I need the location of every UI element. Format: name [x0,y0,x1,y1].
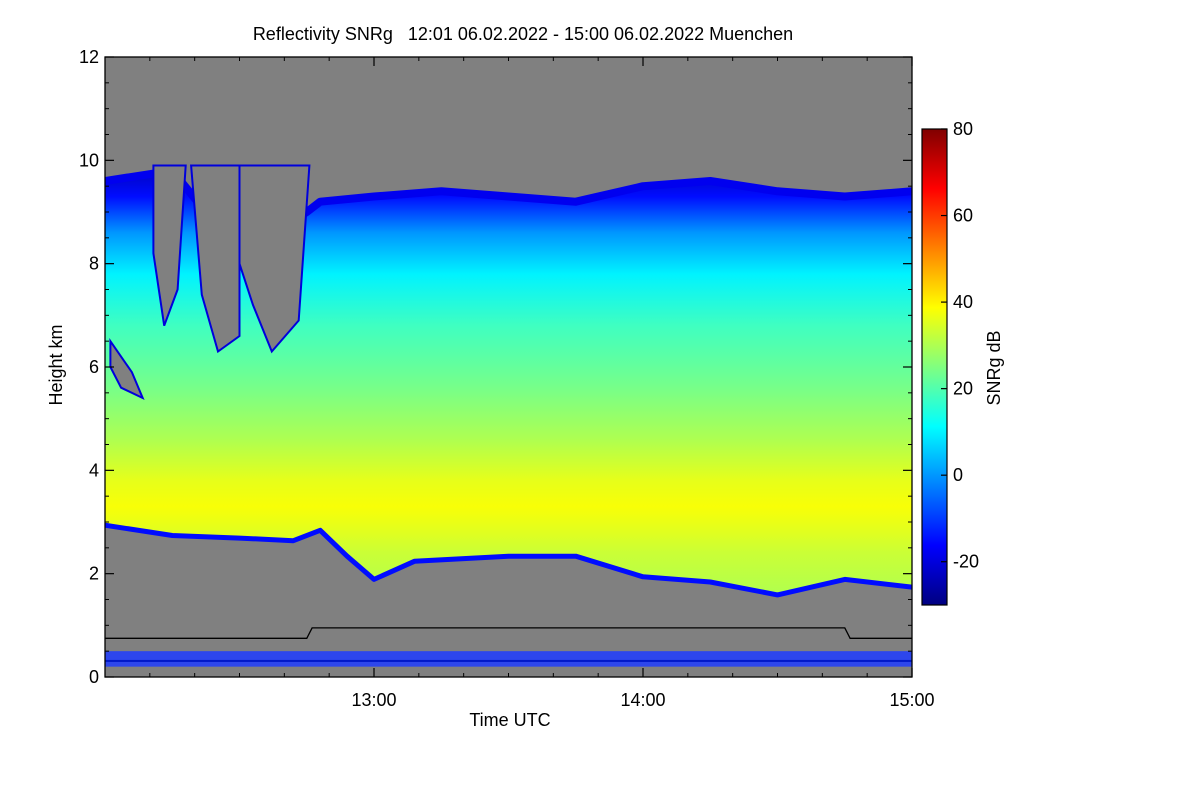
colorbar-tick-label: -20 [953,552,979,572]
colorbar-tick-label: 40 [953,292,973,312]
x-tick-label: 13:00 [351,690,396,710]
colorbar-tick-label: 60 [953,206,973,226]
no-signal-gap [109,338,145,401]
y-tick-label: 4 [89,460,99,480]
no-signal-gap [238,164,311,354]
colorbar-label: SNRg dB [984,330,1004,405]
colorbar-tick-label: 80 [953,119,973,139]
x-tick-label: 14:00 [620,690,665,710]
colorbar-tick-label: 0 [953,465,963,485]
ground-clutter-band [105,651,912,667]
y-axis: 0 2 4 6 8 10 12 [79,47,912,687]
echo-base-edge [105,522,912,598]
colorbar: -20 0 20 40 60 80 [921,119,979,606]
y-tick-label: 12 [79,47,99,67]
reference-height-line [105,627,912,639]
x-tick-label: 15:00 [889,690,934,710]
y-tick-label: 6 [89,357,99,377]
colorbar-tick-label: 20 [953,379,973,399]
no-signal-gap [190,164,241,354]
y-axis-label: Height km [46,324,66,405]
y-tick-label: 10 [79,150,99,170]
y-tick-label: 0 [89,667,99,687]
plot-area [104,56,913,678]
plot-contents [105,57,912,677]
x-axis-label: Time UTC [469,710,550,730]
ground-clutter-line [105,659,912,662]
echo-region [105,170,912,597]
no-signal-gap [152,164,187,327]
y-tick-label: 2 [89,564,99,584]
x-axis: 13:00 14:00 15:00 [149,57,935,710]
y-tick-label: 8 [89,254,99,274]
colorbar-gradient [921,128,948,606]
chart-title: Reflectivity SNRg 12:01 06.02.2022 - 15:… [253,24,793,44]
